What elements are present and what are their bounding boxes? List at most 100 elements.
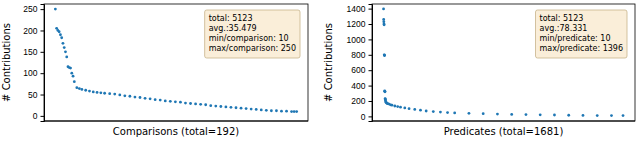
tick: 200 [351,96,372,106]
tick-mark [369,116,373,117]
point [382,8,385,11]
y-axis: 0 200 400 600 800 1000 1200 1400 [347,4,373,122]
point [189,102,192,105]
point [184,102,187,105]
point [255,108,258,111]
point [209,104,212,107]
chart: 0200400600800100012001400Predicates (tot… [323,4,635,137]
annotation: max/comparison: 250 [209,44,296,53]
point [72,75,75,78]
point [204,103,207,106]
point [582,114,585,117]
point [399,106,402,109]
annotation: max/predicate: 1396 [540,44,624,53]
point [60,36,63,39]
point [391,104,394,107]
point [510,113,513,116]
tick: 400 [351,81,372,91]
tick: 0 [33,111,44,121]
point [383,90,386,93]
annotation-box: total: 5123avg.:35.479min/comparison: 10… [205,10,300,58]
point [219,105,222,108]
point [270,109,273,112]
point [199,103,202,106]
point [275,109,278,112]
point [468,112,471,115]
annotation: min/comparison: 10 [209,34,289,43]
tick-label: 0 [33,111,38,121]
point [384,90,387,93]
point [425,110,428,113]
point [103,92,106,95]
point [80,88,83,91]
tick-label: 50 [28,90,38,100]
point [622,114,625,117]
tick-mark [369,9,373,10]
point [73,80,76,83]
point [432,110,435,113]
tick-label: 800 [351,50,365,60]
point [144,97,147,100]
point [413,108,416,111]
frame [372,4,635,121]
tick-label: 100 [23,68,37,78]
annotation: total: 5123 [540,14,584,23]
point [65,56,68,59]
point [113,93,116,96]
tick: 1000 [347,35,372,45]
tick-mark [41,95,45,96]
point [260,108,263,111]
point [610,114,613,117]
annotation: min/predicate: 10 [540,34,611,43]
tick-label: 400 [351,81,365,91]
tick-label: 0 [361,112,366,122]
tick-mark [369,70,373,71]
point [224,106,227,109]
tick-label: 600 [351,65,365,75]
point [99,91,102,94]
point [393,105,396,108]
tick: 600 [351,65,372,75]
tick: 800 [351,50,372,60]
point [596,114,599,117]
point [240,107,243,110]
point [70,72,73,75]
point [84,89,87,92]
annotation-frame [205,10,300,58]
tick-label: 1400 [347,4,366,14]
point [293,110,296,113]
point [285,110,288,113]
tick-label: 200 [351,96,365,106]
tick-label: 1200 [347,19,366,29]
point [194,103,197,106]
y-axis-title: # Contributions [323,23,334,102]
tick-label: 150 [23,47,37,57]
point [88,90,91,93]
point [164,100,167,103]
point [159,99,162,102]
point [383,54,386,57]
point [62,42,65,45]
point [169,100,172,103]
point [75,86,78,89]
tick-mark [41,9,45,10]
tick-label: 200 [23,26,37,36]
tick-mark [369,101,373,102]
point [179,101,182,104]
point [245,107,248,110]
point [567,114,570,117]
tick-mark [41,30,45,31]
tick: 200 [23,26,44,36]
point [553,114,556,117]
annotation: total: 5123 [209,14,253,23]
point [383,23,386,26]
point [92,91,95,94]
point [446,111,449,114]
point [149,97,152,100]
tick-mark [369,39,373,40]
point [453,112,456,115]
point [539,113,542,116]
point [482,112,485,115]
point [396,105,399,108]
point [419,109,422,112]
